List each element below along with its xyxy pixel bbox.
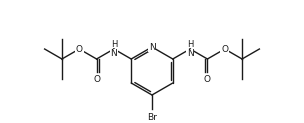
Text: N: N bbox=[187, 49, 193, 58]
Text: N: N bbox=[149, 43, 155, 52]
Text: O: O bbox=[204, 75, 211, 84]
Text: O: O bbox=[221, 45, 228, 54]
Text: O: O bbox=[76, 45, 83, 54]
Text: O: O bbox=[93, 75, 100, 84]
Text: H: H bbox=[111, 40, 117, 49]
Text: N: N bbox=[111, 49, 117, 58]
Text: Br: Br bbox=[147, 113, 157, 122]
Text: H: H bbox=[187, 40, 193, 49]
